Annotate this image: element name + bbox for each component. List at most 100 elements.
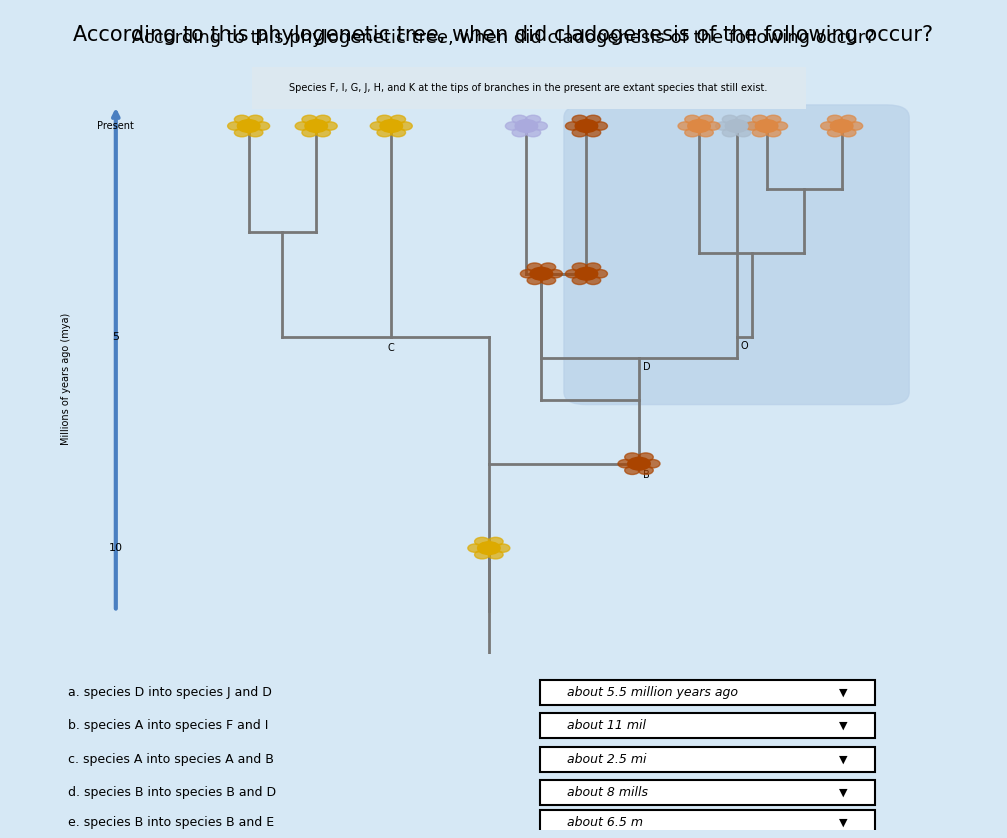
Circle shape [527,263,542,272]
Circle shape [235,128,250,137]
Text: 5: 5 [113,332,119,342]
Text: D: D [642,362,651,372]
Text: about 8 mills: about 8 mills [567,786,648,799]
Circle shape [565,270,580,278]
Circle shape [841,128,856,137]
Circle shape [678,122,693,130]
Circle shape [638,466,654,474]
Circle shape [513,128,527,137]
Text: about 2.5 mi: about 2.5 mi [567,753,646,766]
Text: ▼: ▼ [840,788,848,798]
Text: a. species D into species J and D: a. species D into species J and D [68,685,272,699]
Text: Present: Present [98,121,134,131]
Circle shape [586,276,601,285]
Text: C: C [388,344,395,354]
FancyBboxPatch shape [564,105,909,405]
Circle shape [302,128,317,137]
Circle shape [592,270,607,278]
Circle shape [572,115,587,124]
Circle shape [572,276,587,285]
Circle shape [235,115,250,124]
Circle shape [315,128,330,137]
Text: d. species B into species B and D: d. species B into species B and D [68,786,277,799]
Circle shape [685,128,700,137]
Circle shape [624,453,639,462]
Circle shape [685,115,700,124]
FancyBboxPatch shape [540,780,875,805]
Circle shape [766,128,780,137]
Circle shape [391,128,406,137]
Circle shape [315,115,330,124]
Circle shape [828,128,843,137]
Circle shape [745,122,760,130]
Circle shape [527,276,542,285]
Circle shape [618,459,633,468]
Circle shape [645,459,660,468]
Circle shape [736,128,751,137]
Text: about 6.5 m: about 6.5 m [567,816,642,830]
Circle shape [716,122,730,130]
Circle shape [295,122,310,130]
Circle shape [831,120,853,132]
Circle shape [828,115,843,124]
Circle shape [755,120,777,132]
Circle shape [468,544,482,552]
Circle shape [725,120,748,132]
FancyBboxPatch shape [540,713,875,738]
Text: about 5.5 million years ago: about 5.5 million years ago [567,685,738,699]
FancyBboxPatch shape [224,65,834,111]
Circle shape [575,267,598,280]
Circle shape [488,551,504,559]
Circle shape [592,122,607,130]
Circle shape [228,122,243,130]
Text: According to this phylogenetic tree, when did cladogenesis of the following occu: According to this phylogenetic tree, whe… [132,29,875,47]
Text: B: B [642,470,650,480]
Circle shape [624,466,639,474]
Circle shape [586,115,601,124]
Circle shape [474,551,489,559]
Circle shape [530,267,553,280]
Circle shape [526,115,541,124]
Circle shape [391,115,406,124]
Circle shape [848,122,863,130]
Circle shape [506,122,521,130]
Circle shape [541,263,556,272]
Text: According to this phylogenetic tree, when did cladogenesis of the following occu: According to this phylogenetic tree, whe… [74,25,933,45]
Circle shape [398,122,412,130]
Circle shape [248,128,263,137]
Text: ▼: ▼ [840,818,848,828]
FancyBboxPatch shape [540,747,875,772]
Circle shape [377,115,392,124]
Text: ▼: ▼ [840,721,848,731]
Circle shape [248,115,263,124]
Circle shape [752,115,767,124]
Text: c. species A into species A and B: c. species A into species A and B [68,753,274,766]
Circle shape [575,120,598,132]
Circle shape [722,128,737,137]
Text: Millions of years ago (mya): Millions of years ago (mya) [61,313,71,446]
Text: 10: 10 [109,543,123,553]
Text: b. species A into species F and I: b. species A into species F and I [68,719,269,732]
Text: Species F, I, G, J, H, and K at the tips of branches in the present are extant s: Species F, I, G, J, H, and K at the tips… [289,83,768,93]
Circle shape [736,115,751,124]
Circle shape [742,122,757,130]
Circle shape [572,263,587,272]
Circle shape [766,115,780,124]
Circle shape [533,122,548,130]
Circle shape [474,537,489,546]
Circle shape [722,115,737,124]
Circle shape [255,122,270,130]
Circle shape [513,115,527,124]
Text: e. species B into species B and E: e. species B into species B and E [68,816,275,830]
Circle shape [698,128,713,137]
Circle shape [477,542,500,555]
Circle shape [302,115,317,124]
Circle shape [586,128,601,137]
Circle shape [627,458,651,470]
Circle shape [377,128,392,137]
Text: about 11 mil: about 11 mil [567,719,645,732]
Circle shape [565,122,580,130]
Circle shape [494,544,510,552]
Circle shape [488,537,504,546]
Circle shape [572,128,587,137]
